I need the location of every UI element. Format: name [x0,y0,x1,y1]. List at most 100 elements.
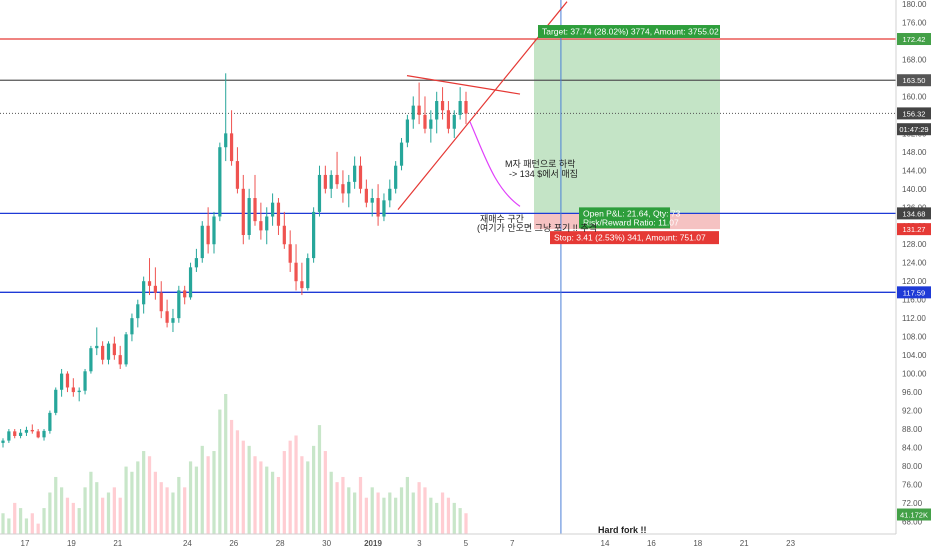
volume-bar [130,471,134,534]
time-tick-label: 23 [786,539,795,548]
volume-bar [312,445,316,534]
volume-bar [347,487,351,534]
volume-bar [48,492,52,534]
price-badge-label: 163.50 [903,76,926,85]
price-badge [897,33,931,46]
target-label: Target: 37.74 (28.02%) 3774, Amount: 375… [542,27,719,37]
candle-body [106,343,111,360]
candle-body [124,334,128,365]
candle-body [212,216,216,245]
volume-bar [153,471,157,534]
volume-bar [212,451,216,534]
price-tick-label: 176.00 [902,18,927,27]
candle-body [159,292,163,312]
candle-body [265,216,269,231]
price-tick-label: 160.00 [902,92,927,101]
volume-bar [165,487,169,534]
candle-body [36,431,40,438]
time-tick-label: 21 [113,539,122,548]
volume-bar [171,492,175,534]
pnl-label: Open P&L: 21.64, Qty: 73 [583,208,681,218]
volume-bar [142,451,146,534]
price-tick-label: 140.00 [902,185,927,194]
candle-body [229,133,234,162]
volume-bar [183,487,187,534]
candle-body [59,373,64,390]
volume-bar [417,482,421,534]
candle-body [423,114,427,129]
volume-bar [229,419,234,534]
candle-body [136,304,140,319]
candle-body [83,371,87,391]
descending-trendline [406,75,521,95]
candle-body [382,200,386,217]
candle-body [347,181,351,194]
candle-body [206,225,210,245]
time-axis-panel[interactable] [0,534,896,550]
annotation-m-pattern-2: -> 134 $에서 매집 [509,168,578,179]
volume-bar [30,513,34,534]
volume-bar [423,487,427,534]
volume-bar [1,513,5,534]
candle-body [452,114,456,129]
candle-body [200,225,204,259]
price-tick-label: 180.00 [902,0,927,9]
volume-bar [323,451,327,534]
candle-body [376,198,380,217]
candle-body [411,105,415,120]
price-badge [897,508,931,521]
candle-body [417,105,421,115]
candle-body [188,267,193,298]
price-axis-panel[interactable] [896,0,932,534]
volume-bar [376,492,380,534]
price-badge-label: 134.68 [903,209,926,218]
volume-bar [329,471,333,534]
candle-body [24,429,29,433]
candle-body [300,281,304,289]
position-labels: Target: 37.74 (28.02%) 3774, Amount: 375… [538,25,720,245]
price-badge [897,123,931,136]
candle-body [270,202,275,217]
time-tick-label: 18 [693,539,702,548]
candle-body [1,440,5,443]
volume-bar [300,456,304,534]
candle-body [112,343,116,356]
volume-bar [42,508,46,534]
volume-bar [405,476,410,534]
volume-bar [118,497,122,534]
volume-bar [13,502,17,534]
volume-bar [89,471,93,534]
candle-body [165,311,169,323]
candle-body [394,165,398,189]
candle-body [358,165,363,189]
volume-bar [452,502,456,534]
candle-body [130,318,134,335]
time-tick-label: 30 [322,539,331,548]
volume-bar [200,445,204,534]
candle-body [435,101,439,120]
volume-bar [247,445,251,534]
price-tick-label: 84.00 [902,444,923,453]
price-tick-label: 88.00 [902,425,923,434]
candle-body [71,387,75,393]
candle-body [388,188,392,201]
volume-bar [370,487,374,534]
price-tick-label: 108.00 [902,333,927,342]
volume-bar [188,461,193,534]
candle-body [253,198,257,222]
volume-bar [36,523,40,534]
volume-bar [358,476,363,534]
volume-bar [95,482,99,534]
volume-bar [464,513,468,534]
candle-body [323,174,327,189]
price-tick-label: 104.00 [902,351,927,360]
candle-body [458,101,462,115]
projection-curve [469,121,521,207]
time-tick-label: 14 [601,539,610,548]
volume-bar [241,440,245,534]
volume-bar [7,518,11,534]
price-tick-label: 148.00 [902,148,927,157]
volume-bar [440,492,445,534]
time-tick-label: 17 [21,539,30,548]
